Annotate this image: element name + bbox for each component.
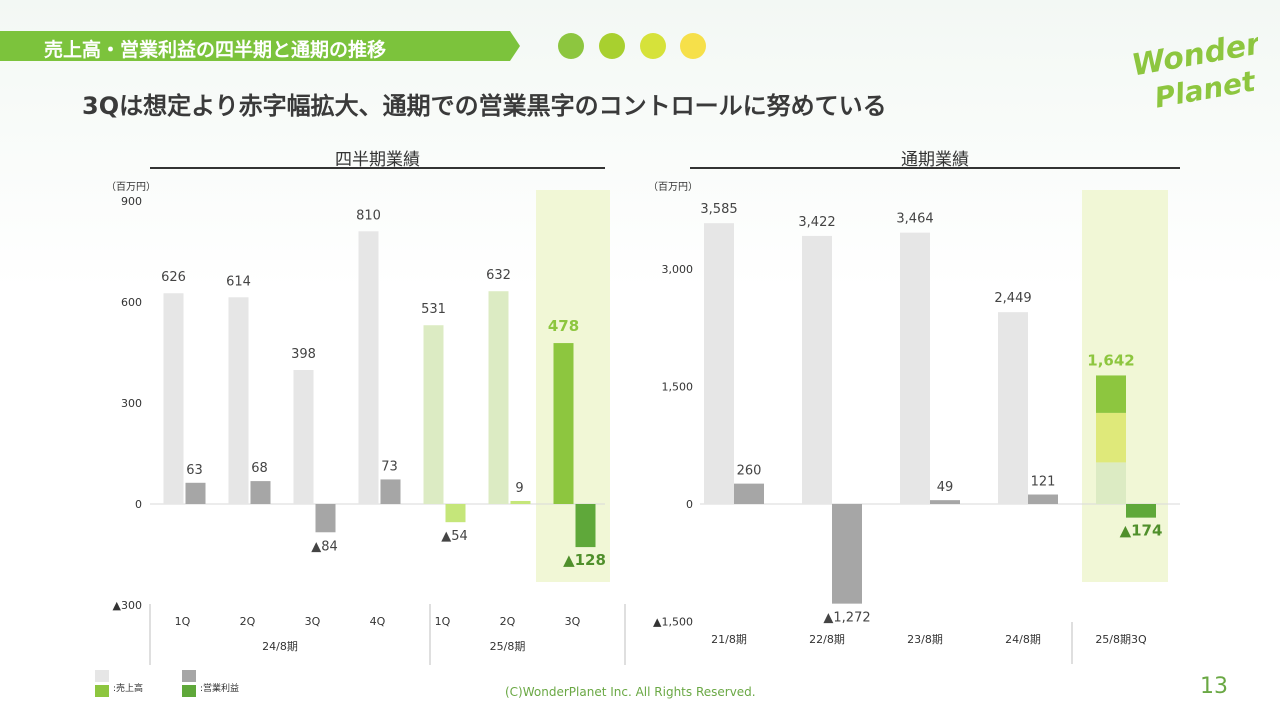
quarterly-ytick-label: 900 [121,195,142,208]
quarterly-op-bar [380,479,401,504]
annual-op-bar [832,504,862,604]
quarterly-xtick-label: 1Q [175,615,191,628]
page-number: 13 [1200,674,1228,699]
decor-dot-2 [599,33,625,59]
quarterly-sales-bar [163,293,184,504]
quarterly-op-bar [445,504,466,523]
annual-sales-label: 2,449 [994,291,1031,306]
annual-op-bar [1126,504,1156,518]
quarterly-xtick-label: 3Q [565,615,581,628]
annual-xtick-label: 25/8期3Q [1095,633,1147,646]
quarterly-op-label: ▲128 [563,551,606,569]
quarterly-ytick-label: ▲300 [113,599,142,612]
decor-dot-4 [680,33,706,59]
title-band: 売上高・営業利益の四半期と通期の推移 [0,31,520,61]
quarterly-sales-bar [423,325,444,504]
quarterly-ytick-label: 300 [121,397,142,410]
annual-chart-title: 通期業績 [901,150,969,170]
annual-sales-label: 3,464 [896,212,933,227]
slide-subtitle: 3Qは想定より赤字幅拡大、通期での営業黒字のコントロールに努めている [82,92,887,120]
quarterly-op-bar [510,500,531,504]
annual-sales-bar [802,235,832,504]
annual-op-label: ▲1,272 [823,611,870,626]
annual-sales-label: 3,422 [798,215,835,230]
annual-ytick-label: 0 [686,498,693,511]
quarterly-op-label: 68 [251,461,268,476]
quarterly-unit: （百万円） [106,182,156,193]
quarterly-sales-bar [358,231,379,505]
quarterly-sales-bar [293,370,314,504]
annual-xtick-label: 23/8期 [907,633,943,646]
annual-sales-stack-segment [1096,412,1126,463]
annual-sales-stack-segment [1096,375,1126,413]
legend-label-sales: :売上高 [113,684,144,694]
quarterly-xtick-label: 2Q [500,615,516,628]
quarterly-sales-bar [553,343,574,504]
quarterly-op-label: 63 [186,463,203,478]
annual-op-bar [930,500,960,504]
quarterly-xtick-label: 4Q [370,615,386,628]
annual-op-bar [734,483,764,504]
annual-sales-bar [998,312,1028,504]
quarterly-sales-label: 614 [226,274,251,289]
annual-xtick-label: 24/8期 [1005,633,1041,646]
annual-title-rule [690,167,1180,169]
quarterly-op-bar [185,482,206,504]
legend-swatch-op-current [182,685,196,697]
wonderplanet-logo: Wonder Planet [1129,26,1258,115]
quarterly-title-rule [150,167,605,169]
quarterly-op-label: 9 [515,481,523,496]
annual-sales-bar [704,223,734,505]
annual-sales-bar [900,232,930,505]
annual-sales-stack-segment [1096,462,1126,504]
quarterly-sales-label: 398 [291,347,316,362]
annual-xtick-label: 21/8期 [711,633,747,646]
quarterly-xtick-label: 2Q [240,615,256,628]
quarterly-sales-label: 531 [421,302,446,317]
decor-dot-1 [558,33,584,59]
annual-op-label: ▲174 [1120,522,1163,540]
quarterly-xtick-label: 1Q [435,615,451,628]
legend-swatch-sales-past [95,670,109,682]
annual-ytick-label: 3,000 [662,263,694,276]
annual-op-label: 260 [737,464,762,479]
quarterly-sales-label: 632 [486,268,511,283]
quarterly-op-label: ▲84 [311,539,338,554]
annual-op-label: 49 [937,480,954,495]
annual-ytick-label: ▲1,500 [653,616,693,629]
slide-title: 売上高・営業利益の四半期と通期の推移 [44,39,387,61]
quarterly-op-label: ▲54 [441,529,468,544]
annual-sales-label: 3,585 [700,202,737,217]
quarterly-chart-title: 四半期業績 [335,150,420,170]
annual-unit: （百万円） [648,182,698,193]
quarterly-op-bar [575,504,596,548]
quarterly-op-label: 73 [381,459,398,474]
copyright: (C)WonderPlanet Inc. All Rights Reserved… [505,685,756,699]
quarterly-sales-bar [488,291,509,504]
quarterly-ytick-label: 0 [135,498,142,511]
quarterly-xtick-label: 3Q [305,615,321,628]
legend-label-op: :営業利益 [200,684,240,694]
legend-swatch-op-past [182,670,196,682]
legend-swatch-sales-current [95,685,109,697]
quarterly-group-label: 25/8期 [490,640,526,653]
quarterly-op-bar [250,481,271,504]
quarterly-sales-label: 626 [161,270,186,285]
quarterly-sales-bar [228,297,249,504]
decor-dot-3 [640,33,666,59]
quarterly-sales-label: 810 [356,208,381,223]
annual-op-bar [1028,494,1058,504]
quarterly-sales-label: 478 [548,317,579,335]
annual-ytick-label: 1,500 [662,381,694,394]
quarterly-ytick-label: 600 [121,296,142,309]
quarterly-op-bar [315,504,336,533]
quarterly-group-label: 24/8期 [262,640,298,653]
annual-xtick-label: 22/8期 [809,633,845,646]
annual-sales-label: 1,642 [1087,351,1134,369]
annual-op-label: 121 [1031,475,1056,490]
